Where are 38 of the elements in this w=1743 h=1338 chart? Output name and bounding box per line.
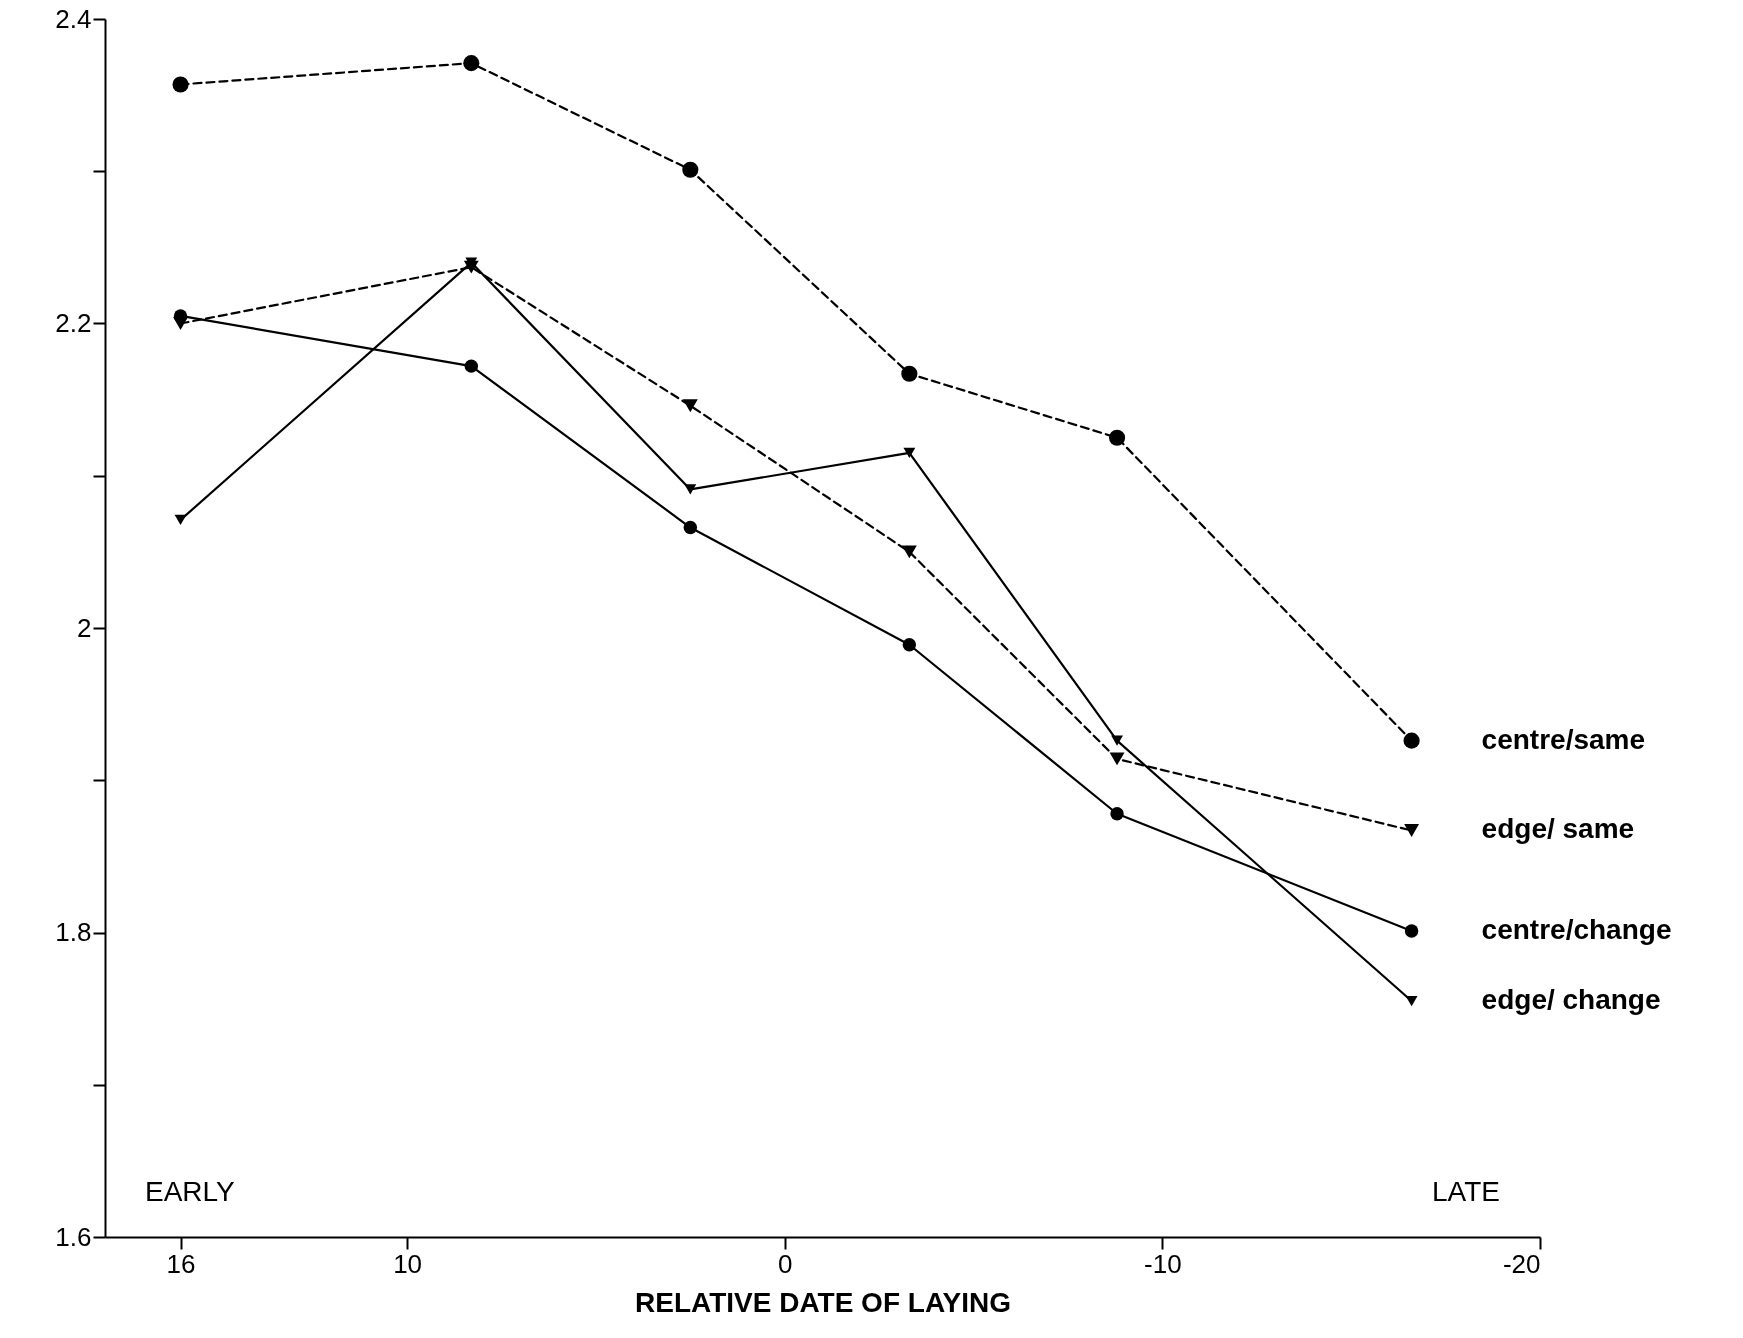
point xyxy=(1404,824,1420,837)
x-tick-label: 16 xyxy=(166,1248,196,1279)
point xyxy=(901,365,918,382)
point xyxy=(174,514,187,526)
point xyxy=(1108,429,1126,446)
point xyxy=(464,359,479,373)
y-tick-label: 2.2 xyxy=(55,308,92,338)
point xyxy=(901,545,917,559)
point xyxy=(1111,735,1123,746)
point xyxy=(1403,732,1420,749)
point xyxy=(683,520,698,535)
point xyxy=(682,399,698,413)
text: centre/change xyxy=(1481,913,1672,945)
y-tick-label: 2 xyxy=(77,612,92,643)
annotation: EARLY xyxy=(145,1176,236,1207)
point xyxy=(463,55,480,72)
point xyxy=(172,76,189,93)
point xyxy=(684,484,697,495)
point xyxy=(1110,807,1124,821)
point xyxy=(1404,924,1419,938)
x-tick-label: 0 xyxy=(778,1248,793,1279)
text: edge/ change xyxy=(1481,984,1661,1016)
y-tick-label: 1.6 xyxy=(55,1221,92,1252)
point xyxy=(902,638,917,652)
text: centre/same xyxy=(1481,723,1646,755)
y-tick-label: 2.4 xyxy=(55,3,92,34)
point xyxy=(903,447,916,459)
point xyxy=(1405,995,1418,1007)
annotation: LATE xyxy=(1432,1176,1500,1207)
x-axis-title: RELATIVE DATE OF LAYING xyxy=(635,1286,1011,1318)
point xyxy=(682,161,699,178)
y-tick-label: 1.8 xyxy=(55,917,92,947)
point xyxy=(1109,752,1125,766)
x-tick-label: -20 xyxy=(1502,1248,1541,1279)
point xyxy=(173,309,188,323)
text: edge/ same xyxy=(1481,813,1635,845)
x-tick-label: -10 xyxy=(1144,1248,1182,1279)
x-tick-label: 10 xyxy=(393,1248,423,1279)
